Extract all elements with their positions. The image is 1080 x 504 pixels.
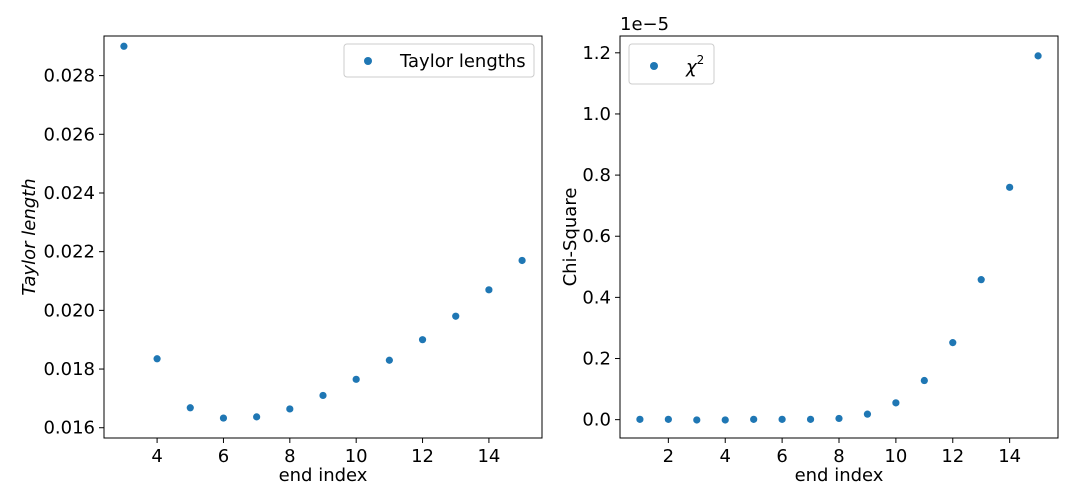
data-point (452, 312, 460, 320)
x-tick-label: 14 (998, 446, 1021, 467)
y-offset-text: 1e−5 (620, 14, 669, 35)
data-point (352, 375, 360, 383)
data-points (120, 42, 526, 422)
data-point (253, 413, 261, 421)
data-point (778, 415, 786, 423)
x-tick-label: 8 (833, 446, 844, 467)
x-tick-label: 6 (218, 446, 229, 467)
y-tick-label: 1.2 (582, 43, 611, 64)
y-tick-label: 0.028 (43, 66, 95, 87)
y-tick-label: 0.8 (582, 165, 611, 186)
x-tick-label: 2 (663, 446, 674, 467)
legend-label-base: χ (685, 57, 698, 78)
y-tick-label: 0.0 (582, 410, 611, 431)
legend-label: χ2 (685, 53, 704, 78)
y-tick-label: 0.022 (43, 242, 95, 263)
x-tick-label: 14 (477, 446, 500, 467)
data-point (949, 339, 957, 347)
plot-area-frame (619, 35, 1059, 439)
data-point (636, 415, 644, 423)
x-tick-label: 10 (345, 446, 368, 467)
y-tick-label: 0.6 (582, 226, 611, 247)
y-tick-label: 0.026 (43, 124, 95, 145)
data-point (835, 414, 843, 423)
data-point (319, 391, 327, 400)
y-axis-ticks: 0.016 0.018 0.020 0.022 0.024 0.026 0.028 (43, 66, 104, 439)
data-point (693, 416, 701, 424)
legend-frame (343, 43, 535, 78)
x-tick-label: 12 (941, 446, 964, 467)
data-point (1034, 52, 1042, 60)
y-axis-ticks: 0.0 0.2 0.4 0.6 0.8 1.0 1.2 (582, 43, 620, 431)
data-point (892, 399, 900, 407)
x-tick-label: 8 (284, 446, 295, 467)
legend: Taylor lengths (343, 43, 535, 78)
legend: χ2 (628, 43, 715, 85)
x-tick-label: 12 (411, 446, 434, 467)
y-tick-label: 0.2 (582, 349, 611, 370)
data-point (385, 356, 393, 364)
data-point (721, 416, 729, 424)
y-tick-label: 0.020 (43, 300, 95, 321)
data-point (977, 276, 985, 284)
x-tick-label: 4 (151, 446, 162, 467)
data-point (286, 405, 294, 413)
x-axis-ticks: 2 4 6 8 10 12 14 (663, 438, 1021, 467)
x-tick-label: 4 (720, 446, 731, 467)
x-axis-label: end index (795, 465, 884, 486)
data-point (485, 286, 493, 294)
x-axis-ticks: 4 6 8 10 12 14 (151, 438, 500, 467)
legend-marker (650, 62, 658, 70)
data-point (120, 42, 128, 50)
chi-square-chart: 2 4 6 8 10 12 14 0.0 0.2 0.4 0.6 0.8 1.0 1.2 1e−5 en… (560, 14, 1059, 486)
plot-area-frame (103, 35, 543, 439)
x-axis-label: end index (279, 465, 368, 486)
x-tick-label: 10 (884, 446, 907, 467)
data-point (418, 336, 427, 344)
y-tick-label: 0.018 (43, 359, 95, 380)
legend-frame (628, 43, 715, 85)
legend-label: Taylor lengths (399, 51, 526, 72)
data-point (219, 414, 228, 422)
y-tick-label: 0.4 (582, 287, 611, 308)
y-tick-label: 0.016 (43, 418, 95, 439)
y-tick-label: 1.0 (582, 104, 611, 125)
data-point (863, 410, 872, 418)
data-point (750, 415, 758, 423)
data-point (806, 415, 815, 423)
y-tick-label: 0.024 (43, 183, 95, 204)
legend-label-superscript: 2 (697, 53, 705, 67)
data-point (920, 376, 928, 385)
data-point (186, 404, 194, 412)
x-tick-label: 6 (776, 446, 787, 467)
data-point (518, 256, 526, 265)
y-axis-label: Chi-Square (560, 188, 581, 287)
taylor-length-chart: 4 6 8 10 12 14 0.016 0.018 0.020 0.022 0.024 0.026… (19, 35, 543, 486)
y-axis-label: Taylor length (19, 178, 40, 295)
data-point (664, 415, 672, 423)
data-points (636, 52, 1042, 424)
data-point (153, 355, 161, 363)
data-point (1006, 183, 1014, 191)
legend-marker (364, 57, 372, 65)
